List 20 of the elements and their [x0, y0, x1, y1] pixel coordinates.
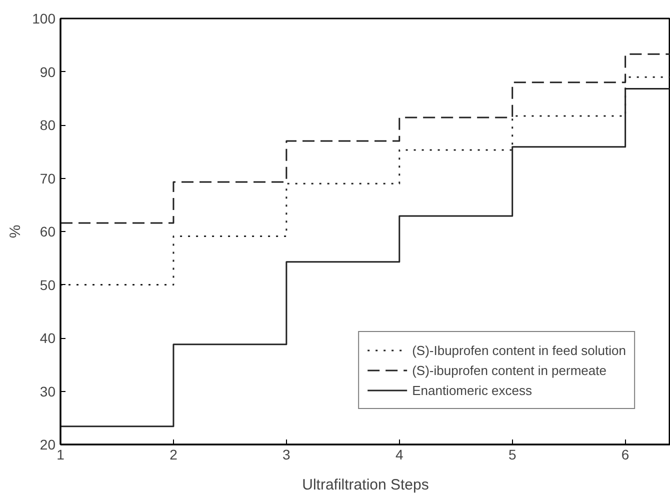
- y-tick-label: 60: [40, 224, 56, 240]
- y-tick-label: 90: [40, 64, 56, 80]
- y-tick-label: 80: [40, 117, 56, 133]
- x-tick-label: 2: [170, 446, 178, 462]
- x-axis-title: Ultrafiltration Steps: [302, 476, 429, 494]
- y-axis-title: %: [7, 224, 24, 238]
- x-tick-label: 5: [508, 446, 516, 462]
- legend-label: Enantiomeric excess: [412, 382, 532, 398]
- x-tick-label: 1: [56, 446, 65, 462]
- y-tick-label: 100: [32, 10, 56, 26]
- y-tick-label: 30: [40, 383, 56, 400]
- x-tick-label: 3: [282, 446, 291, 462]
- x-tick-label: 6: [621, 446, 630, 462]
- y-tick-label: 70: [40, 170, 56, 186]
- x-tick-label: 4: [395, 446, 404, 462]
- legend-label: (S)-Ibuprofen content in feed solution: [412, 342, 626, 358]
- y-tick-label: 40: [40, 330, 56, 346]
- y-tick-label: 20: [40, 436, 56, 452]
- legend-label: (S)-ibuprofen content in permeate: [412, 362, 606, 378]
- y-tick-label: 50: [40, 276, 56, 293]
